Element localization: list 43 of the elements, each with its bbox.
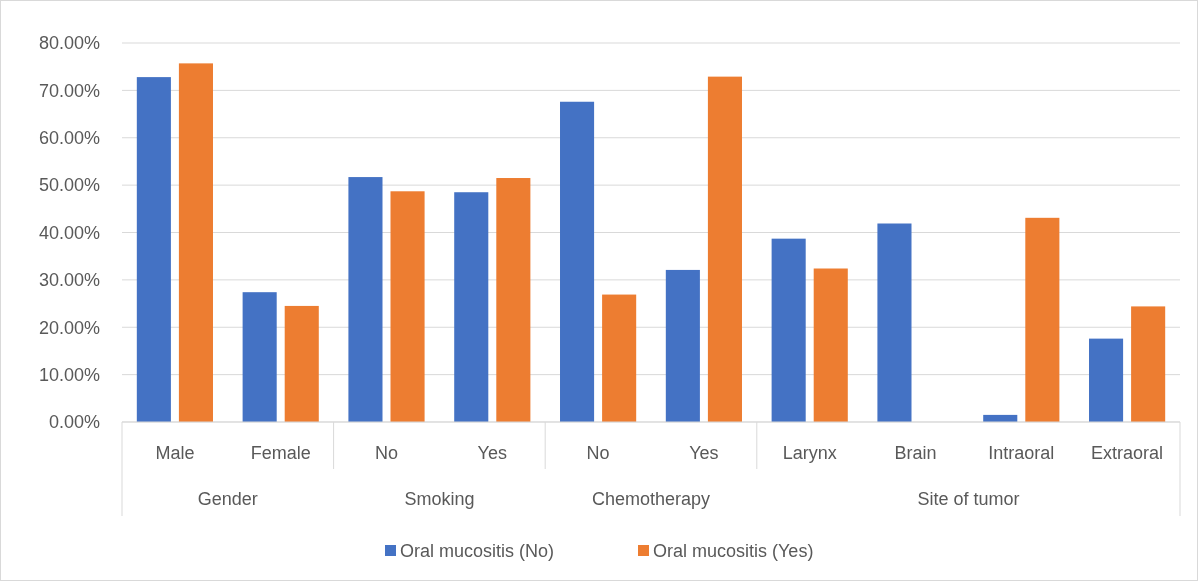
x-tick-label: No [586,443,610,463]
bar [771,238,806,422]
y-tick-label: 30.00% [38,270,100,291]
y-tick-label: 70.00% [38,80,100,101]
bar [813,268,848,422]
y-tick-label: 50.00% [38,175,100,196]
x-tick-label: Yes [689,443,719,463]
x-tick-label: Larynx [782,443,837,463]
bar [136,77,171,422]
y-tick-label: 80.00% [38,33,100,54]
y-tick-label: 0.00% [48,412,100,433]
bar [707,76,742,422]
bar [1025,217,1060,422]
legend-label: Oral mucositis (Yes) [653,541,814,562]
y-tick-label: 40.00% [38,222,100,243]
bar [284,305,319,422]
bar [496,178,531,422]
bar [665,269,700,422]
bar [602,294,637,422]
bar [178,63,213,422]
x-tick-label: Yes [477,443,507,463]
x-tick-label: No [374,443,399,463]
bar [348,177,383,422]
bar [1131,306,1166,422]
y-tick-label: 10.00% [38,364,100,385]
bar [560,101,595,422]
text: Gender [197,489,258,509]
x-tick-label: Brain [894,443,937,463]
text: Chemotherapy [591,489,711,509]
bar [454,192,489,422]
bar [242,292,277,422]
legend-label: Oral mucositis (No) [400,541,555,562]
x-tick-label: Extraoral [1091,443,1164,463]
x-tick-label: Female [250,443,311,463]
text: Site of tumor [917,489,1020,509]
x-tick-label: Intraoral [988,443,1055,463]
text: Smoking [404,489,475,509]
y-tick-label: 60.00% [38,128,100,149]
bar [390,191,425,422]
y-tick-label: 20.00% [38,317,100,338]
bar [1089,338,1124,422]
x-tick-label: Male [155,443,195,463]
bar [877,223,912,422]
